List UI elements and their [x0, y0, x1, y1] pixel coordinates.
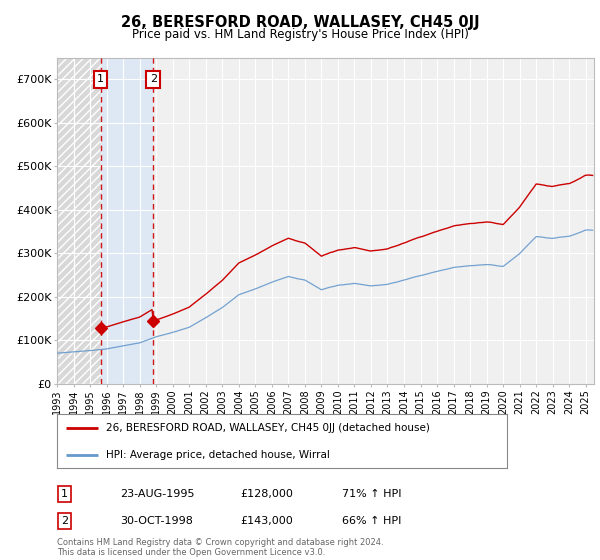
Text: 2: 2	[61, 516, 68, 526]
Text: Contains HM Land Registry data © Crown copyright and database right 2024.
This d: Contains HM Land Registry data © Crown c…	[57, 538, 383, 557]
Text: £128,000: £128,000	[240, 489, 293, 499]
Bar	[57, 58, 101, 384]
Bar	[101, 58, 154, 384]
Text: HPI: Average price, detached house, Wirral: HPI: Average price, detached house, Wirr…	[107, 450, 331, 460]
Text: £143,000: £143,000	[240, 516, 293, 526]
Text: Price paid vs. HM Land Registry's House Price Index (HPI): Price paid vs. HM Land Registry's House …	[131, 28, 469, 41]
Text: 71% ↑ HPI: 71% ↑ HPI	[342, 489, 401, 499]
Text: 66% ↑ HPI: 66% ↑ HPI	[342, 516, 401, 526]
Text: 26, BERESFORD ROAD, WALLASEY, CH45 0JJ: 26, BERESFORD ROAD, WALLASEY, CH45 0JJ	[121, 15, 479, 30]
Text: 2: 2	[150, 74, 157, 85]
Text: 1: 1	[97, 74, 104, 85]
Text: 1: 1	[61, 489, 68, 499]
Bar	[57, 58, 101, 384]
Text: 23-AUG-1995: 23-AUG-1995	[120, 489, 194, 499]
Text: 26, BERESFORD ROAD, WALLASEY, CH45 0JJ (detached house): 26, BERESFORD ROAD, WALLASEY, CH45 0JJ (…	[107, 423, 430, 433]
Text: 30-OCT-1998: 30-OCT-1998	[120, 516, 193, 526]
